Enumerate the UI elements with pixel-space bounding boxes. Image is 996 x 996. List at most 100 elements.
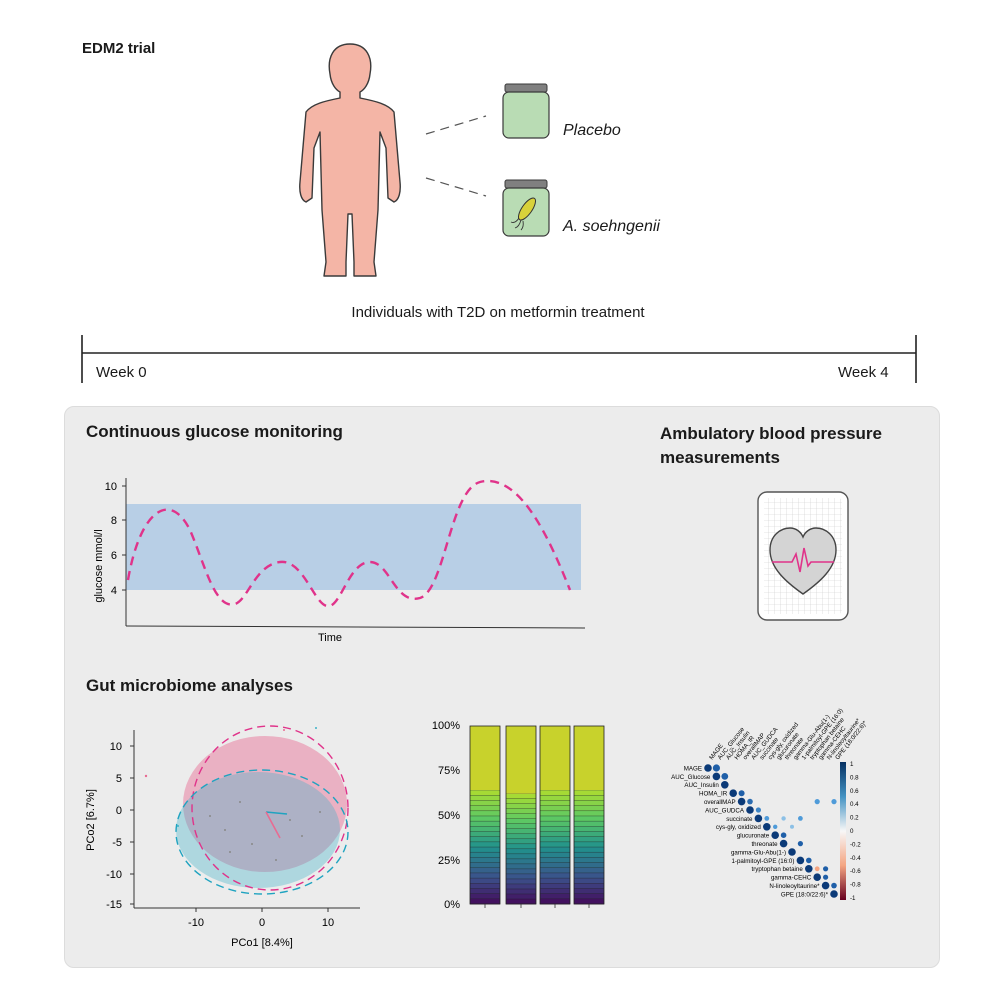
taxon-segment: [470, 893, 500, 900]
pcoa-xtick: -10: [188, 917, 204, 929]
taxon-segment: [506, 893, 536, 900]
corr-scale-tick: -0.4: [850, 855, 861, 862]
corr-cell-diagonal: [754, 814, 763, 823]
population-caption: Individuals with T2D on metformin treatm…: [351, 304, 645, 321]
pink-group-ellipse: [183, 736, 347, 872]
pcoa-xtick: 0: [259, 917, 265, 929]
taxon-segment: [506, 843, 536, 850]
taxon-segment: [574, 841, 604, 848]
taxon-segment: [540, 800, 570, 807]
taxon-segment: [574, 831, 604, 838]
taxon-segment: [574, 872, 604, 879]
taxon-segment: [470, 841, 500, 848]
bar-ytick: 100%: [432, 720, 460, 732]
taxon-segment: [540, 888, 570, 895]
connector-placebo: [425, 115, 487, 135]
bar-ytick: 0%: [444, 899, 460, 911]
taxon-segment: [540, 815, 570, 822]
corr-cell-diagonal: [763, 823, 771, 831]
taxon-segment: [574, 790, 604, 796]
corr-cell: [797, 841, 803, 847]
bar-ytick: 25%: [438, 855, 460, 867]
taxon-segment: [470, 810, 500, 817]
taxon-segment: [540, 862, 570, 869]
cgm-x-axis: [125, 625, 586, 629]
pcoa-ytick: 0: [116, 805, 122, 817]
taxon-segment: [470, 815, 500, 822]
corr-cell: [764, 816, 770, 821]
cgm-ytick-8: 8: [111, 515, 117, 527]
blood-pressure-monitor-icon: [757, 491, 849, 621]
corr-scale-tick: 1: [850, 761, 854, 768]
treatment-label: A. soehngenii: [563, 218, 660, 235]
taxon-segment: [574, 857, 604, 863]
corr-cell-diagonal: [729, 789, 737, 797]
taxon-segment: [540, 821, 570, 827]
treatment-jar-icon: [502, 179, 550, 237]
taxon-segment: [574, 826, 604, 832]
corr-row-label: gamma-CEHC: [771, 875, 812, 882]
corr-scale-tick: 0.2: [850, 815, 859, 822]
corr-cell-diagonal: [721, 781, 729, 789]
taxon-segment: [470, 831, 500, 838]
taxon-segment: [506, 868, 536, 875]
glucose-curve: [126, 479, 572, 608]
corr-cell-diagonal: [821, 881, 830, 890]
taxon-segment: [574, 867, 604, 874]
taxon-segment: [574, 878, 604, 884]
corr-cell-diagonal: [813, 873, 821, 881]
dominant-taxon-segment: [506, 726, 536, 794]
taxon-segment: [574, 852, 604, 858]
abpm-title-line1: Ambulatory blood pressure: [660, 424, 882, 443]
corr-cell: [831, 799, 837, 805]
pcoa-plot: 10 5 0 -5 -10 -15 -10 0 10 PCo1 [8.4%] P…: [85, 725, 360, 949]
taxon-segment: [470, 800, 500, 807]
taxon-segment: [470, 852, 500, 858]
corr-row-label: AUC_Insulin: [684, 782, 719, 789]
corr-cell-diagonal: [788, 848, 796, 856]
timeline-axis: [81, 335, 917, 383]
taxon-segment: [540, 883, 570, 889]
pink-arrow: [265, 811, 281, 839]
heart-icon: [769, 527, 837, 595]
heartbeat-line-icon: [772, 547, 834, 573]
taxon-segment: [470, 857, 500, 863]
taxon-segment: [506, 838, 536, 845]
placebo-label: Placebo: [563, 122, 621, 139]
taxon-segment: [470, 898, 500, 905]
taxon-segment: [540, 847, 570, 853]
patient-figure-icon: [299, 43, 401, 277]
taxon-segment: [506, 888, 536, 895]
corr-cell-diagonal: [779, 839, 788, 848]
taxon-segment: [574, 862, 604, 869]
corr-row-label: GPE (18:0/22:6)*: [781, 891, 829, 898]
taxon-segment: [506, 873, 536, 880]
taxon-segment: [540, 795, 570, 801]
corr-scale-tick: 0.6: [850, 788, 859, 795]
pcoa-ylabel: PCo2 [6.7%]: [85, 789, 97, 851]
taxon-segment: [470, 888, 500, 895]
corr-scale-tick: 0: [850, 828, 854, 835]
taxon-segment: [540, 893, 570, 900]
taxon-segment: [574, 847, 604, 853]
taxon-segment: [540, 852, 570, 858]
taxon-segment: [470, 847, 500, 853]
taxon-segment: [540, 790, 570, 796]
corr-scale-tick: -0.6: [850, 868, 861, 875]
corr-scale-tick: 0.8: [850, 774, 859, 781]
corr-row-label: AUC_GUDCA: [705, 807, 745, 814]
timeline-start-label: Week 0: [96, 364, 147, 381]
timeline-end-label: Week 4: [838, 364, 889, 381]
target-range-band: [126, 504, 581, 590]
taxon-segment: [574, 883, 604, 889]
corr-cell: [798, 816, 803, 821]
corr-cell-diagonal: [830, 890, 838, 898]
cgm-ytick-4: 4: [111, 585, 117, 597]
taxon-segment: [470, 805, 500, 812]
corr-cell-diagonal: [737, 797, 746, 806]
taxon-segment: [470, 790, 500, 796]
taxon-segment: [540, 836, 570, 843]
taxon-segment: [540, 898, 570, 905]
taxon-segment: [506, 853, 536, 860]
